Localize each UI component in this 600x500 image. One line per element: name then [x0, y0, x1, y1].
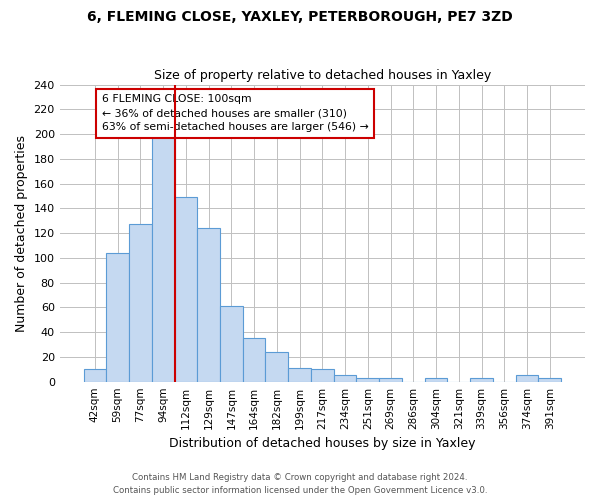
Bar — [265, 352, 288, 382]
Bar — [220, 306, 243, 382]
Bar — [356, 378, 379, 382]
Text: 6 FLEMING CLOSE: 100sqm
← 36% of detached houses are smaller (310)
63% of semi-d: 6 FLEMING CLOSE: 100sqm ← 36% of detache… — [102, 94, 368, 132]
Title: Size of property relative to detached houses in Yaxley: Size of property relative to detached ho… — [154, 69, 491, 82]
Text: Contains HM Land Registry data © Crown copyright and database right 2024.
Contai: Contains HM Land Registry data © Crown c… — [113, 473, 487, 495]
Bar — [538, 378, 561, 382]
Bar — [425, 378, 448, 382]
Bar — [83, 370, 106, 382]
Bar — [311, 370, 334, 382]
Bar — [152, 134, 175, 382]
Bar — [197, 228, 220, 382]
Bar — [106, 253, 129, 382]
Bar — [129, 224, 152, 382]
Text: 6, FLEMING CLOSE, YAXLEY, PETERBOROUGH, PE7 3ZD: 6, FLEMING CLOSE, YAXLEY, PETERBOROUGH, … — [87, 10, 513, 24]
Bar — [379, 378, 402, 382]
X-axis label: Distribution of detached houses by size in Yaxley: Distribution of detached houses by size … — [169, 437, 476, 450]
Bar — [288, 368, 311, 382]
Bar — [243, 338, 265, 382]
Y-axis label: Number of detached properties: Number of detached properties — [15, 134, 28, 332]
Bar — [470, 378, 493, 382]
Bar — [334, 376, 356, 382]
Bar — [515, 376, 538, 382]
Bar — [175, 197, 197, 382]
